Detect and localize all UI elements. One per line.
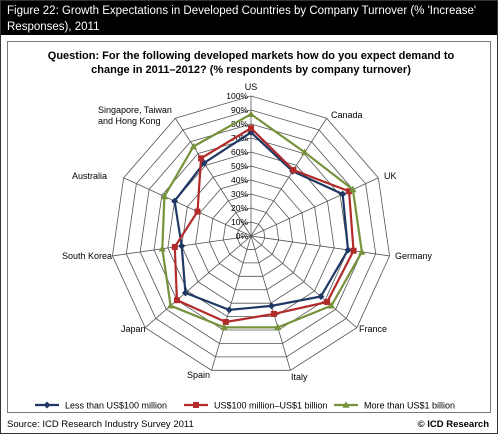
- legend-marker: [193, 402, 199, 408]
- tick-label: 50%: [231, 161, 248, 171]
- data-point: [350, 247, 357, 254]
- tick-label: 0%: [236, 231, 249, 241]
- data-point: [317, 293, 325, 301]
- axis-label: UK: [384, 171, 397, 181]
- axis-spoke: [250, 235, 390, 257]
- data-point: [178, 242, 186, 250]
- axis-label: Spain: [187, 370, 210, 380]
- data-point: [194, 208, 201, 215]
- axis-spoke: [123, 177, 252, 237]
- figure-title: Figure 22: Growth Expectations in Develo…: [1, 1, 497, 35]
- axis-label: Italy: [291, 372, 308, 382]
- axis-label: Canada: [331, 110, 363, 120]
- grid-ring: [222, 207, 280, 264]
- chart-question: Question: For the following developed ma…: [1, 49, 500, 77]
- grid-ring: [181, 165, 321, 304]
- grid-ring: [236, 221, 266, 250]
- legend-label: Less than US$100 million: [65, 401, 167, 411]
- axis-spoke: [250, 235, 358, 328]
- axis-label: Germany: [395, 251, 433, 261]
- axis-spoke: [250, 177, 379, 237]
- data-point: [270, 310, 277, 317]
- question-line-1: Question: For the following developed ma…: [47, 50, 455, 62]
- data-point: [225, 306, 233, 314]
- data-point: [274, 323, 282, 331]
- grid-ring: [139, 123, 363, 344]
- axis-spoke: [174, 118, 252, 237]
- data-point: [171, 243, 178, 250]
- data-point: [173, 297, 180, 304]
- grid-ring: [125, 109, 377, 358]
- data-point: [327, 301, 336, 309]
- axis-spoke: [144, 235, 252, 328]
- axis-label: and Hong Kong: [98, 116, 161, 126]
- brand-note: © ICD Research: [417, 419, 489, 430]
- axis-label: US: [245, 82, 258, 92]
- data-point: [222, 318, 229, 325]
- axis-label: Singapore, Taiwan: [98, 105, 172, 115]
- data-point: [220, 323, 228, 331]
- data-point: [247, 110, 255, 117]
- series-line: [173, 126, 355, 324]
- data-point: [349, 185, 357, 193]
- data-point: [158, 244, 166, 252]
- chart-frame: [7, 41, 491, 413]
- axis-spoke: [250, 118, 328, 237]
- legend-marker: [43, 401, 51, 409]
- tick-label: 80%: [231, 119, 248, 129]
- tick-label: 40%: [231, 175, 248, 185]
- tick-label: 10%: [231, 217, 248, 227]
- data-point: [198, 155, 205, 162]
- data-point: [339, 190, 347, 198]
- data-point: [268, 302, 276, 310]
- data-point: [171, 197, 179, 205]
- data-point: [248, 125, 254, 132]
- series-line: [161, 112, 364, 329]
- series-line: [173, 131, 350, 312]
- data-point: [358, 248, 366, 255]
- source-note: Source: ICD Research Industry Survey 201…: [7, 419, 194, 430]
- footer: Source: ICD Research Industry Survey 201…: [7, 419, 489, 430]
- grid-ring: [112, 95, 390, 371]
- axis-label: Australia: [72, 171, 107, 181]
- legend-marker: [342, 401, 350, 408]
- tick-label: 90%: [231, 105, 248, 115]
- tick-label: 30%: [231, 189, 248, 199]
- data-point: [181, 289, 189, 297]
- data-point: [324, 299, 331, 306]
- grid-ring: [209, 193, 293, 277]
- axis-label: South Korea: [62, 251, 112, 261]
- question-line-2: change in 2011–2012? (% respondents by c…: [91, 64, 411, 76]
- data-point: [247, 128, 255, 136]
- data-point: [301, 148, 309, 156]
- tick-label: 60%: [231, 147, 248, 157]
- tick-label: 20%: [231, 203, 248, 213]
- grid-ring: [195, 179, 307, 291]
- axis-label: France: [359, 324, 387, 334]
- data-point: [346, 188, 353, 195]
- axis-spoke: [211, 235, 252, 371]
- data-point: [166, 301, 175, 309]
- tick-label: 100%: [226, 91, 248, 101]
- tick-label: 70%: [231, 133, 248, 143]
- data-point: [189, 142, 198, 150]
- axis-label: Japan: [121, 324, 146, 334]
- legend-label: US$100 million–US$1 billion: [214, 401, 328, 411]
- data-point: [344, 246, 352, 254]
- data-point: [290, 167, 297, 174]
- data-point: [160, 192, 169, 200]
- legend-label: More than US$1 billion: [364, 401, 455, 411]
